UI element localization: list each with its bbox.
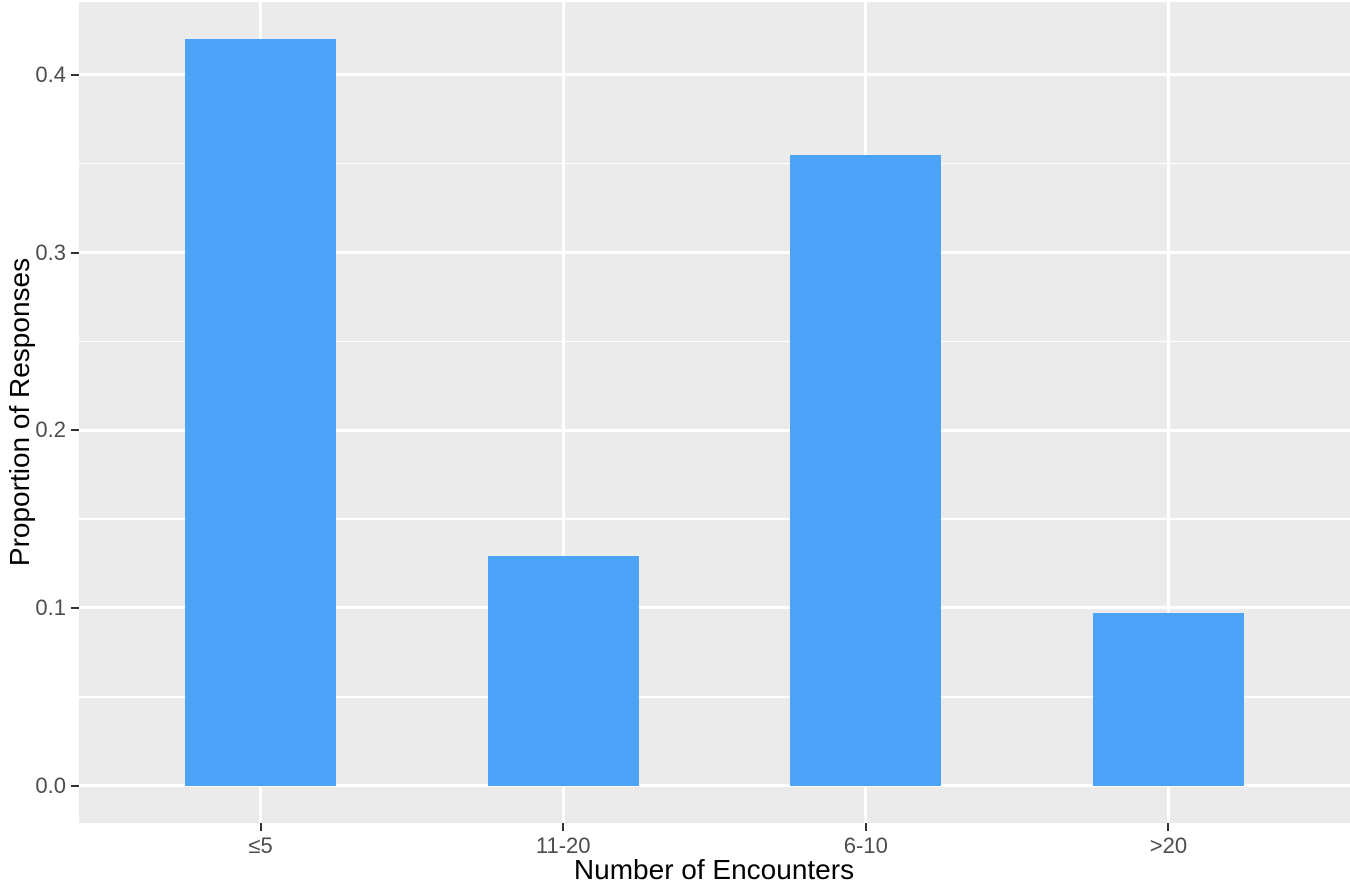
y-tick-label: 0.3 bbox=[35, 239, 66, 265]
bar bbox=[790, 154, 942, 786]
y-tick-mark bbox=[71, 606, 79, 609]
x-tick-label: >20 bbox=[1149, 833, 1188, 858]
x-tick-label: ≤5 bbox=[248, 833, 273, 858]
y-tick-mark bbox=[71, 429, 79, 432]
x-tick-mark bbox=[1167, 823, 1170, 831]
major-gridline bbox=[79, 784, 1350, 788]
major-gridline bbox=[79, 251, 1350, 255]
x-tick-label: 11-20 bbox=[535, 833, 591, 858]
major-gridline bbox=[79, 428, 1350, 432]
x-tick-mark bbox=[562, 823, 565, 831]
y-tick-label: 0.2 bbox=[35, 417, 66, 443]
x-tick-mark bbox=[259, 823, 262, 831]
y-tick-label: 0.4 bbox=[35, 61, 66, 87]
x-tick-mark bbox=[864, 823, 867, 831]
bar bbox=[1092, 613, 1245, 786]
bar bbox=[487, 556, 639, 786]
major-gridline bbox=[79, 73, 1350, 77]
x-tick-label: 6-10 bbox=[843, 833, 888, 858]
minor-gridline bbox=[79, 340, 1350, 343]
y-tick-label: 0.1 bbox=[35, 594, 66, 620]
y-axis-title: Proportion of Responses bbox=[4, 257, 35, 567]
chart-panel bbox=[79, 2, 1350, 823]
category-gridline bbox=[1166, 2, 1170, 823]
y-tick-mark bbox=[71, 251, 79, 254]
major-gridline bbox=[79, 606, 1350, 610]
category-gridline bbox=[561, 2, 565, 823]
y-tick-mark bbox=[71, 73, 79, 76]
x-axis-title: Number of Encounters bbox=[573, 854, 855, 885]
minor-gridline bbox=[79, 518, 1350, 520]
minor-gridline bbox=[79, 162, 1350, 165]
bar bbox=[184, 39, 337, 786]
minor-gridline bbox=[79, 696, 1350, 698]
y-tick-mark bbox=[71, 784, 79, 787]
y-tick-label: 0.0 bbox=[35, 772, 66, 798]
